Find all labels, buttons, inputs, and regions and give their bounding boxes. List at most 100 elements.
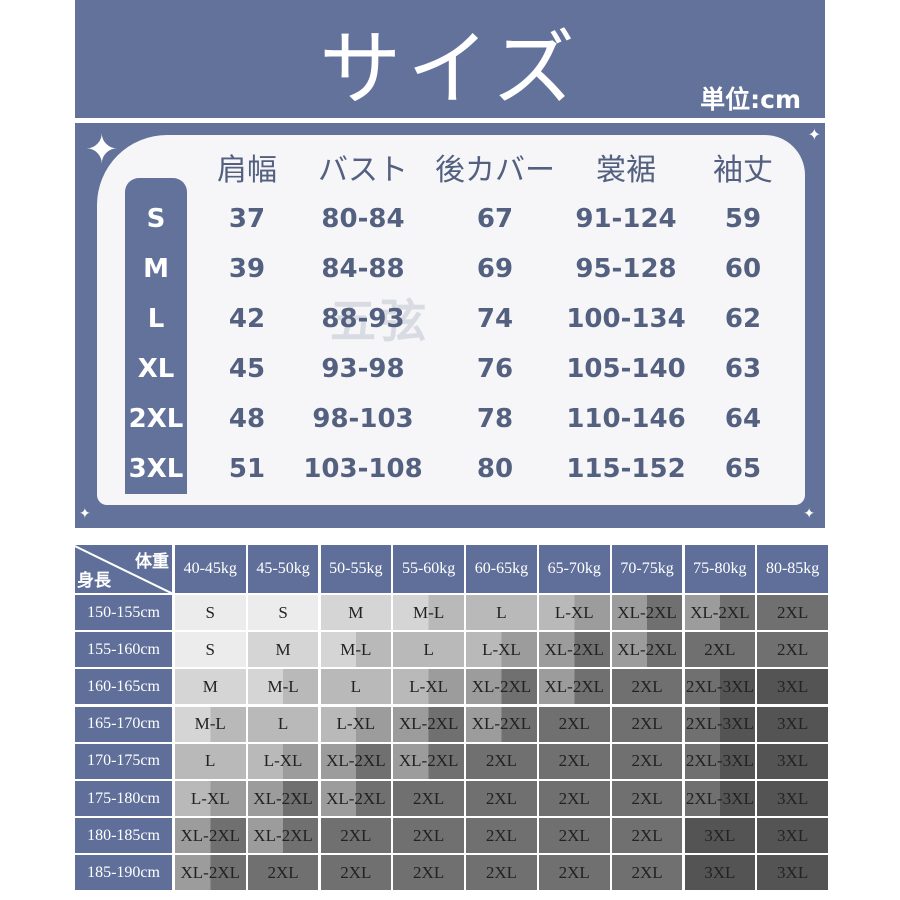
size-cell: S [247,595,319,630]
measurement-cell: 80-84 [321,204,405,234]
size-cell: 2XL [393,781,464,816]
measurement-cell: 42 [228,304,266,334]
size-cell: 2XL [684,632,756,668]
measurement-cell: 39 [228,254,266,284]
table-corner: 体重 身長 [75,545,172,593]
size-cell: M [320,595,392,630]
size-cell: S [175,595,246,630]
size-cell: 2XL [757,632,828,668]
size-cell: 2XL [393,855,464,891]
size-column [125,178,187,494]
measurement-cell: 95-128 [575,254,677,284]
size-cell: XL-2XL [466,706,537,742]
size-cell: 3XL [757,818,828,854]
size-label: XL [137,354,175,384]
weight-header: 80-85kg [757,545,828,593]
size-cell: 2XL [611,855,683,891]
measurement-cell: 59 [724,204,762,234]
size-cell: 2XL-3XL [684,743,756,779]
size-cell: 2XL [611,743,683,779]
size-cell: 2XL [539,706,610,742]
size-cell: XL-2XL [539,669,610,705]
weight-header: 50-55kg [320,545,392,593]
size-cell: 3XL [684,855,756,891]
size-cell: 2XL-3XL [684,706,756,742]
sparkle-icon: ✦ [807,125,821,144]
measurement-cell: 84-88 [321,254,405,284]
size-cell: 2XL [611,781,683,816]
size-cell: 2XL [247,855,319,891]
measurement-card [97,135,805,505]
measurement-cell: 37 [228,204,266,234]
size-cell: 2XL-3XL [684,781,756,816]
size-cell: XL-2XL [684,595,756,630]
weight-header: 40-45kg [175,545,246,593]
size-cell: 2XL [466,743,537,779]
size-cell: XL-2XL [247,781,319,816]
size-cell: L-XL [393,669,464,705]
size-cell: M-L [320,632,392,668]
measurement-cell: 65 [724,454,762,484]
measurement-cell: 105-140 [566,354,686,384]
size-cell: L-XL [539,595,610,630]
size-cell: 2XL [320,818,392,854]
size-cell: S [175,632,246,668]
size-cell: XL-2XL [393,743,464,779]
size-cell: XL-2XL [175,855,246,891]
title-banner: サイズ 単位:cm [75,0,825,118]
height-header: 175-180cm [75,781,172,816]
size-label: S [146,204,166,234]
measurement-cell: 91-124 [575,204,677,234]
size-cell: 2XL [539,818,610,854]
measurement-cell: 110-146 [566,404,686,434]
size-cell: 3XL [757,706,828,742]
size-label: M [143,254,169,284]
measurement-cell: 45 [228,354,266,384]
height-header: 170-175cm [75,743,172,779]
size-label: 2XL [128,404,184,434]
measurement-cell: 74 [476,304,514,334]
measurement-cell: 103-108 [303,454,423,484]
size-cell: M [175,669,246,705]
size-cell: 2XL [539,781,610,816]
size-label: L [147,304,165,334]
unit-label: 単位:cm [700,85,801,114]
measurement-panel: ✦ ✦ ✦ ✦ [75,123,825,528]
size-cell: 3XL [757,743,828,779]
weight-header: 60-65kg [466,545,537,593]
measurement-cell: 69 [476,254,514,284]
size-cell: L-XL [320,706,392,742]
weight-header: 70-75kg [611,545,683,593]
measurement-cell: 80 [476,454,514,484]
size-cell: L [393,632,464,668]
height-header: 180-185cm [75,818,172,854]
weight-header: 65-70kg [539,545,610,593]
size-cell: XL-2XL [611,595,683,630]
sparkle-icon: ✦ [79,506,91,522]
size-cell: 2XL [611,706,683,742]
height-header: 160-165cm [75,669,172,705]
size-cell: L [175,743,246,779]
measurement-cell: 62 [724,304,762,334]
size-cell: 2XL [539,855,610,891]
measurement-cell: 64 [724,404,762,434]
watermark-logo: 五弦 [330,294,430,348]
size-cell: XL-2XL [320,781,392,816]
size-cell: 3XL [757,781,828,816]
measurement-cell: 60 [724,254,762,284]
page-title: サイズ [319,22,581,117]
size-cell: 2XL [539,743,610,779]
size-cell: 2XL [466,781,537,816]
weight-header: 45-50kg [247,545,319,593]
size-cell: M-L [393,595,464,630]
weight-label: 体重 [135,552,169,572]
measurement-cell: 100-134 [566,304,686,334]
weight-header: 55-60kg [393,545,464,593]
size-cell: L-XL [175,781,246,816]
measurement-cell: 67 [476,204,514,234]
column-header: バスト [318,153,408,188]
size-cell: 2XL [611,818,683,854]
size-cell: 2XL-3XL [684,669,756,705]
size-cell: M [247,632,319,668]
size-cell: L-XL [466,632,537,668]
